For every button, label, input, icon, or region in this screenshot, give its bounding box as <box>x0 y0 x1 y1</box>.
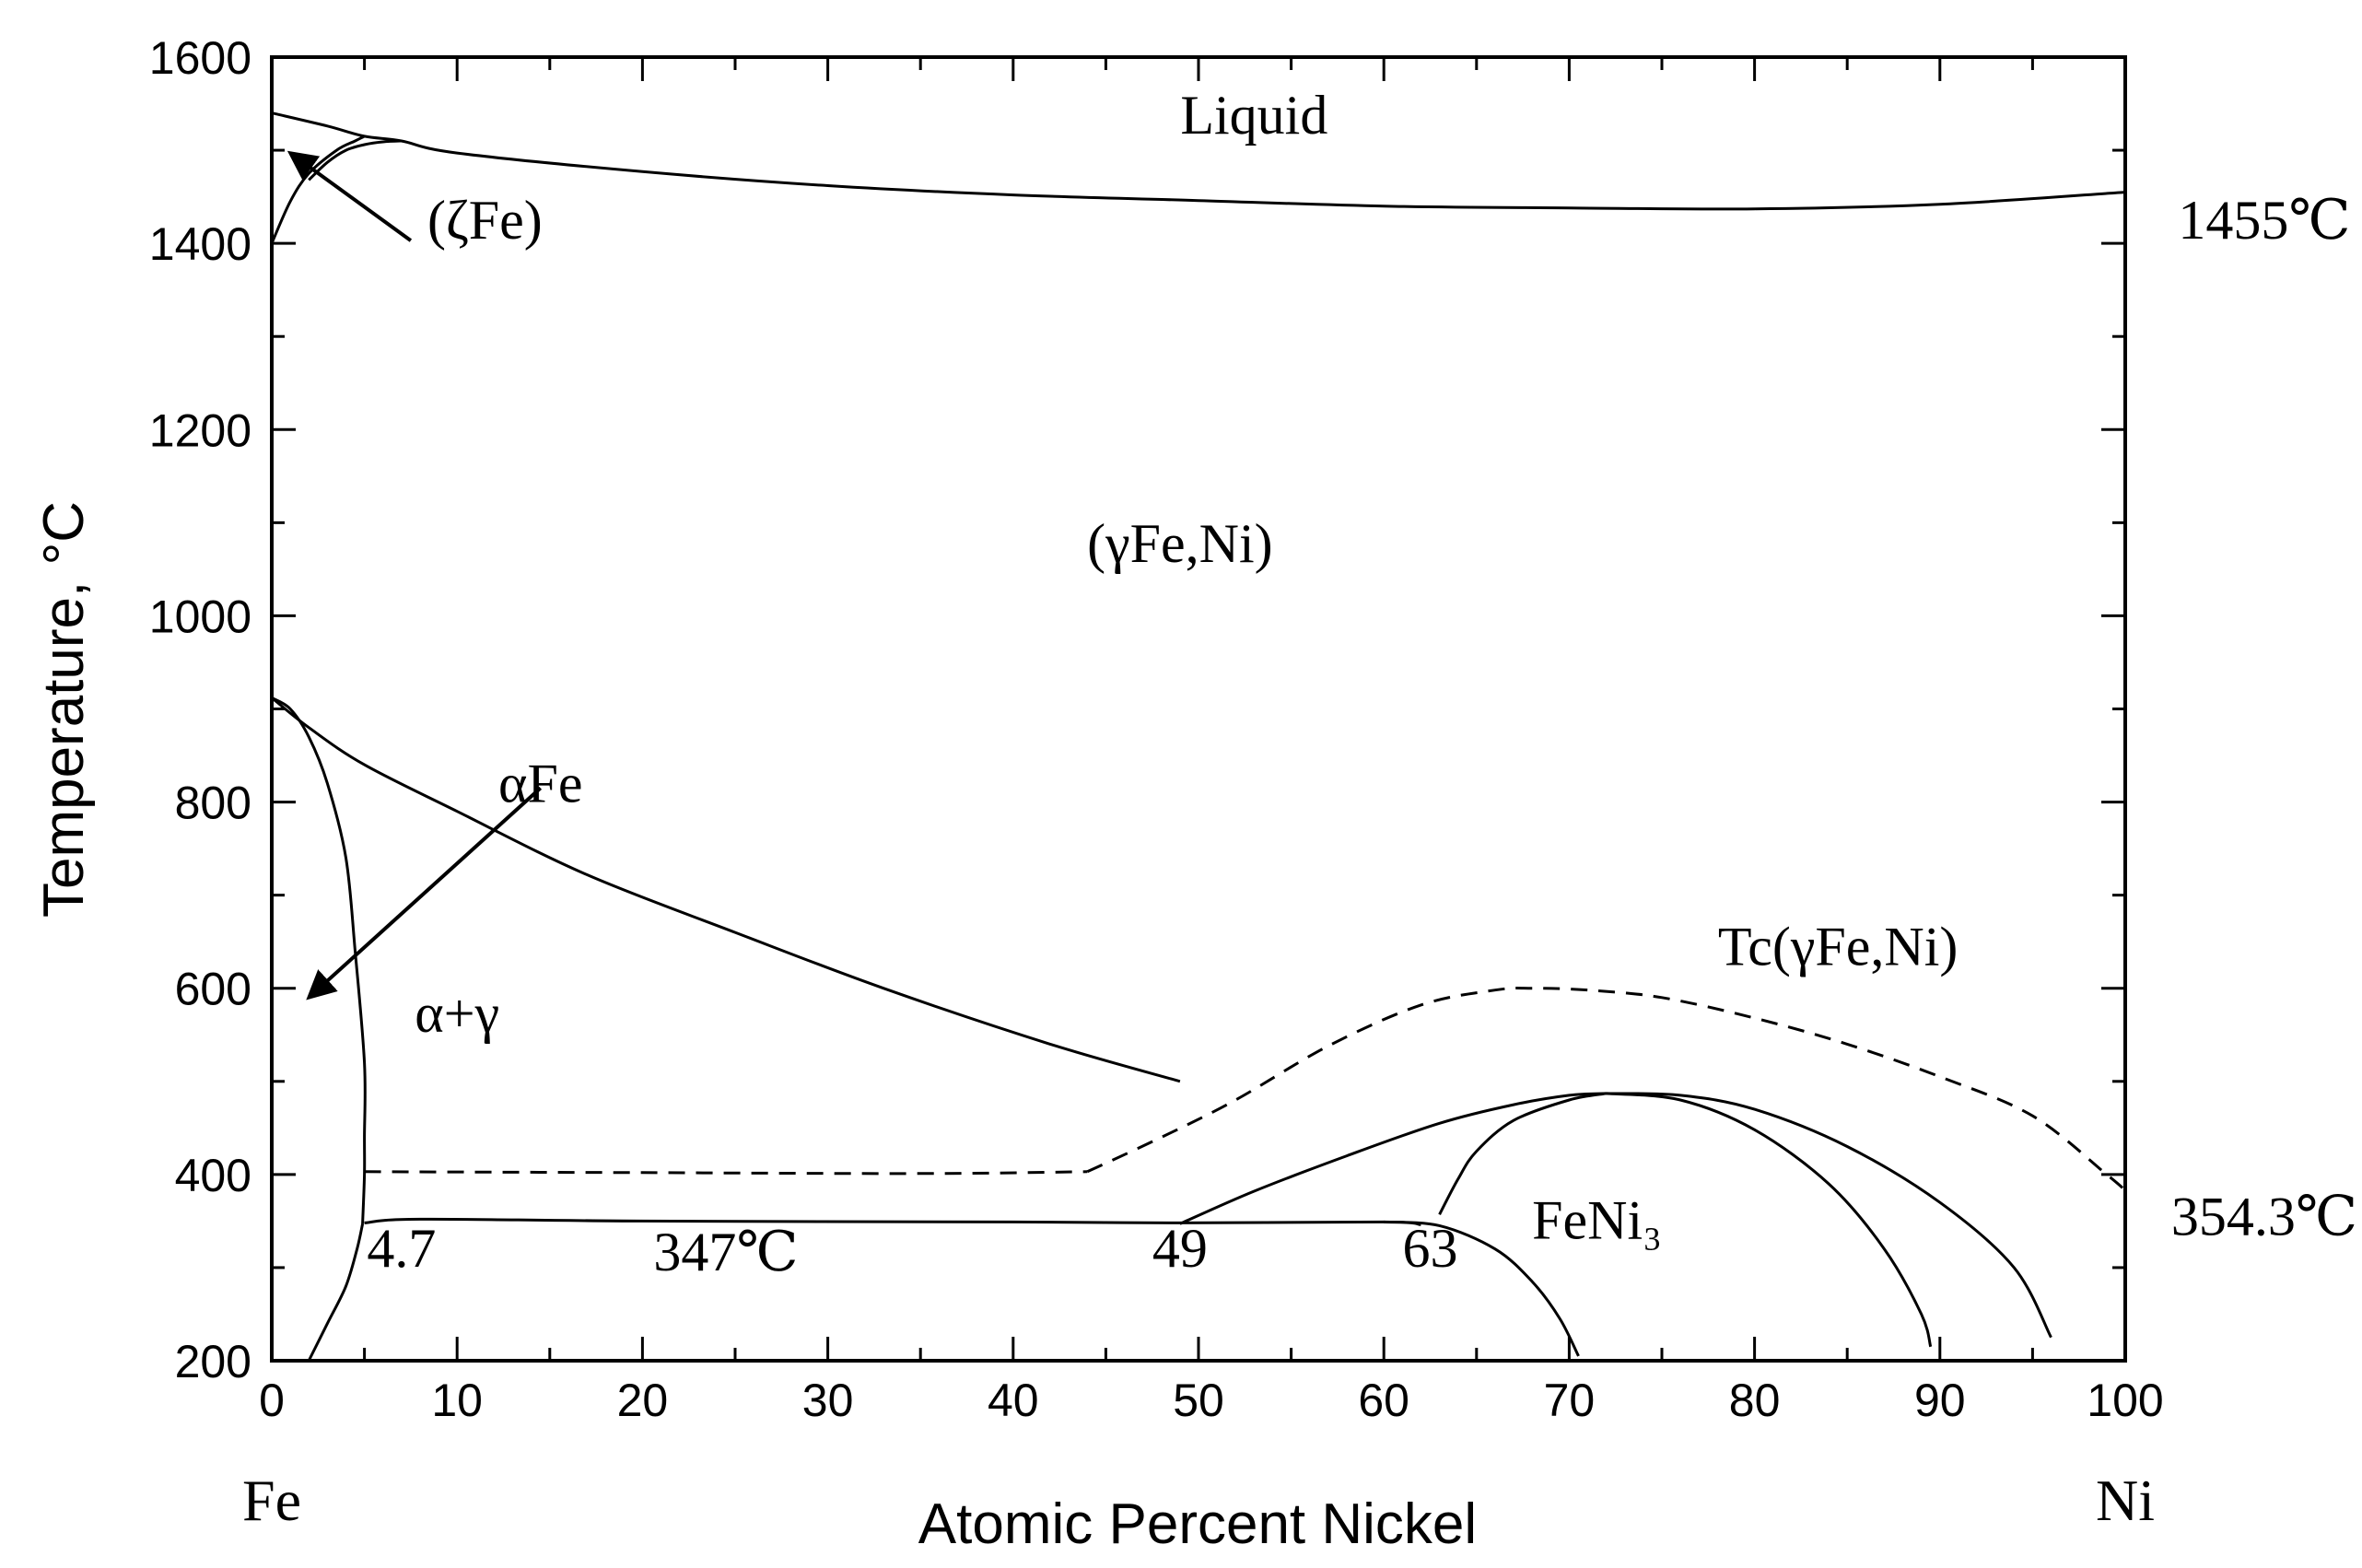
region-label: 347℃ <box>653 1222 798 1282</box>
region-label: Liquid <box>1180 85 1327 146</box>
y-tick-label: 200 <box>175 1336 251 1387</box>
x-tick-label: 80 <box>1729 1375 1781 1426</box>
x-tick-label: 50 <box>1173 1375 1224 1426</box>
x-tick-label: 10 <box>431 1375 483 1426</box>
phase-boundary-line <box>308 139 402 181</box>
region-label: 1455℃ <box>2178 190 2350 251</box>
phase-boundary-line <box>271 696 1181 1083</box>
phase-boundary-line <box>270 135 366 244</box>
dashed-boundary-line <box>1086 987 2126 1192</box>
y-tick-label: 1600 <box>149 32 251 84</box>
region-label: (ζFe) <box>427 190 543 251</box>
phase-boundary-line <box>307 1223 365 1362</box>
y-tick-label: 400 <box>175 1150 251 1201</box>
plot-frame <box>270 55 2127 1363</box>
dashed-boundary-line <box>364 1170 1088 1176</box>
phase-boundary-line <box>364 1217 1421 1226</box>
region-label: FeNi₃ <box>1532 1190 1662 1251</box>
fe-end-label: Fe <box>242 1468 301 1533</box>
pointer-arrow <box>306 786 543 1000</box>
y-tick-label: 1000 <box>149 591 251 642</box>
phase-boundary-line <box>271 111 2126 211</box>
region-label: 4.7 <box>367 1218 436 1279</box>
y-tick-label: 1400 <box>149 218 251 270</box>
y-axis-title: Temperature, °C <box>32 501 96 918</box>
x-tick-label: 40 <box>988 1375 1039 1426</box>
phase-boundary-line <box>1606 1092 1933 1348</box>
x-tick-label: 90 <box>1914 1375 1966 1426</box>
phase-boundary-line <box>1179 1092 1607 1225</box>
pointer-arrows <box>286 150 543 1000</box>
x-tick-label: 0 <box>259 1375 285 1426</box>
chart-labels: Liquid (ζFe) (γFe,Ni) αFe α+γ Tc(γFe,Ni) FeNi₃… <box>242 85 2357 1533</box>
x-axis-title: Atomic Percent Nickel <box>918 1492 1477 1556</box>
phase-boundary-line <box>1384 1220 1580 1357</box>
pointer-arrow <box>286 150 413 242</box>
ni-end-label: Ni <box>2096 1468 2155 1533</box>
phase-boundary-line <box>1438 1092 1607 1215</box>
x-tick-label: 100 <box>2087 1375 2163 1426</box>
region-label: αFe <box>498 754 582 814</box>
phase-boundary-line <box>1606 1092 2052 1339</box>
region-label: 49 <box>1152 1218 1208 1279</box>
y-tick-label: 1200 <box>149 404 251 456</box>
region-label: 354.3℃ <box>2171 1187 2357 1247</box>
phase-boundary-line <box>271 696 367 1224</box>
x-tick-label: 70 <box>1544 1375 1596 1426</box>
x-tick-label: 60 <box>1358 1375 1409 1426</box>
axis-ticks: 0 10 20 30 40 50 60 70 80 90 100 200 400 600 800 1000 12… <box>149 32 2164 1426</box>
y-tick-label: 800 <box>175 778 251 829</box>
region-label: 63 <box>1403 1218 1458 1279</box>
phase-boundaries <box>270 111 2126 1362</box>
region-label: (γFe,Ni) <box>1087 513 1272 574</box>
y-tick-label: 600 <box>175 964 251 1015</box>
x-tick-label: 30 <box>802 1375 854 1426</box>
x-tick-label: 20 <box>617 1375 669 1426</box>
region-label: α+γ <box>415 983 499 1044</box>
region-label: Tc(γFe,Ni) <box>1718 916 1959 977</box>
